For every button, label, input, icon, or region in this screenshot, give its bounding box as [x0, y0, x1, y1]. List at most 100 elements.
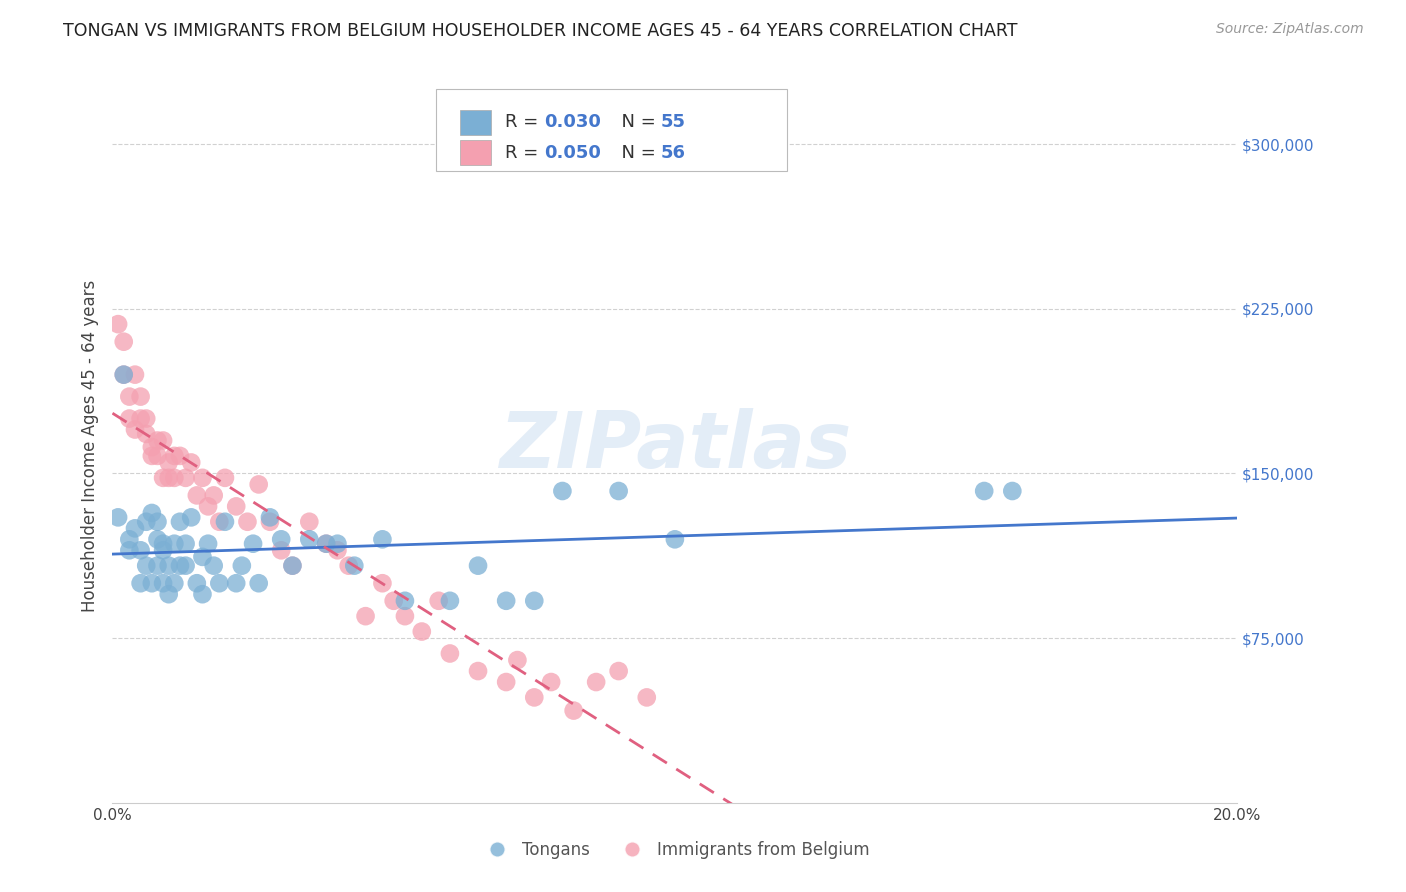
- Text: ZIPatlas: ZIPatlas: [499, 408, 851, 484]
- Point: [540, 675, 562, 690]
- Point: [439, 594, 461, 608]
- Point: [562, 704, 585, 718]
- Point: [157, 558, 180, 573]
- Point: [607, 483, 630, 498]
- Point: [118, 390, 141, 404]
- Text: 55: 55: [661, 113, 686, 131]
- Point: [225, 576, 247, 591]
- Point: [326, 543, 349, 558]
- Point: [191, 471, 214, 485]
- Point: [118, 411, 141, 425]
- Point: [191, 587, 214, 601]
- Y-axis label: Householder Income Ages 45 - 64 years: Householder Income Ages 45 - 64 years: [80, 280, 98, 612]
- Point: [124, 521, 146, 535]
- Text: N =: N =: [610, 144, 662, 161]
- Text: Source: ZipAtlas.com: Source: ZipAtlas.com: [1216, 22, 1364, 37]
- Point: [146, 533, 169, 547]
- Point: [152, 576, 174, 591]
- Point: [523, 690, 546, 705]
- Point: [225, 500, 247, 514]
- Point: [118, 543, 141, 558]
- Point: [208, 515, 231, 529]
- Point: [152, 471, 174, 485]
- Point: [231, 558, 253, 573]
- Legend: Tongans, Immigrants from Belgium: Tongans, Immigrants from Belgium: [474, 835, 876, 866]
- Text: N =: N =: [610, 113, 662, 131]
- Point: [163, 537, 186, 551]
- Point: [371, 533, 394, 547]
- Text: 56: 56: [661, 144, 686, 161]
- Point: [174, 537, 197, 551]
- Point: [129, 411, 152, 425]
- Point: [163, 576, 186, 591]
- Point: [247, 576, 270, 591]
- Text: R =: R =: [505, 113, 544, 131]
- Point: [124, 423, 146, 437]
- Text: 0.050: 0.050: [544, 144, 600, 161]
- Point: [281, 558, 304, 573]
- Point: [523, 594, 546, 608]
- Text: TONGAN VS IMMIGRANTS FROM BELGIUM HOUSEHOLDER INCOME AGES 45 - 64 YEARS CORRELAT: TONGAN VS IMMIGRANTS FROM BELGIUM HOUSEH…: [63, 22, 1018, 40]
- Point: [343, 558, 366, 573]
- Point: [973, 483, 995, 498]
- Point: [259, 510, 281, 524]
- Point: [1001, 483, 1024, 498]
- Point: [247, 477, 270, 491]
- Point: [427, 594, 450, 608]
- Point: [146, 434, 169, 448]
- Point: [495, 594, 517, 608]
- Point: [152, 543, 174, 558]
- Point: [551, 483, 574, 498]
- Point: [180, 510, 202, 524]
- Point: [337, 558, 360, 573]
- Point: [197, 537, 219, 551]
- Point: [135, 411, 157, 425]
- Point: [315, 537, 337, 551]
- Point: [112, 334, 135, 349]
- Point: [180, 455, 202, 469]
- Point: [298, 515, 321, 529]
- Point: [394, 594, 416, 608]
- Point: [270, 533, 292, 547]
- Point: [141, 576, 163, 591]
- Point: [152, 434, 174, 448]
- Point: [163, 471, 186, 485]
- Point: [371, 576, 394, 591]
- Point: [157, 471, 180, 485]
- Point: [281, 558, 304, 573]
- Point: [259, 515, 281, 529]
- Point: [146, 449, 169, 463]
- Point: [411, 624, 433, 639]
- Point: [270, 543, 292, 558]
- Point: [186, 576, 208, 591]
- Point: [135, 426, 157, 441]
- Point: [112, 368, 135, 382]
- Point: [585, 675, 607, 690]
- Point: [146, 558, 169, 573]
- Point: [129, 576, 152, 591]
- Point: [197, 500, 219, 514]
- Point: [118, 533, 141, 547]
- Point: [112, 368, 135, 382]
- Point: [129, 543, 152, 558]
- Point: [135, 515, 157, 529]
- Point: [467, 558, 489, 573]
- Point: [135, 558, 157, 573]
- Point: [607, 664, 630, 678]
- Point: [495, 675, 517, 690]
- Point: [242, 537, 264, 551]
- Point: [467, 664, 489, 678]
- Point: [174, 471, 197, 485]
- Point: [152, 537, 174, 551]
- Point: [326, 537, 349, 551]
- Point: [141, 449, 163, 463]
- Point: [169, 558, 191, 573]
- Point: [141, 440, 163, 454]
- Point: [191, 549, 214, 564]
- Point: [394, 609, 416, 624]
- Point: [163, 449, 186, 463]
- Point: [354, 609, 377, 624]
- Point: [315, 537, 337, 551]
- Point: [107, 510, 129, 524]
- Point: [157, 455, 180, 469]
